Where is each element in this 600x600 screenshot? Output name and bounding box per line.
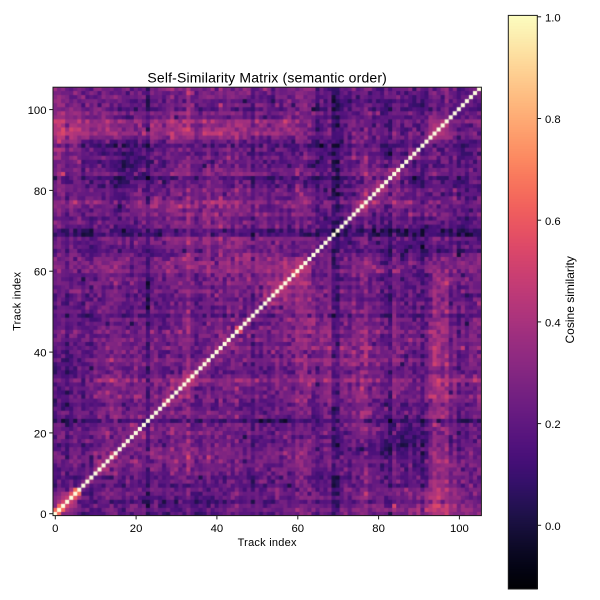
svg-text:Track index: Track index: [238, 537, 297, 549]
svg-text:0: 0: [40, 509, 46, 521]
svg-text:40: 40: [34, 348, 47, 360]
svg-text:40: 40: [211, 523, 224, 535]
svg-text:0.2: 0.2: [545, 419, 561, 431]
svg-text:80: 80: [34, 186, 47, 198]
svg-text:0: 0: [52, 523, 58, 535]
svg-text:Self-Similarity Matrix (semant: Self-Similarity Matrix (semantic order): [147, 69, 387, 85]
svg-text:Track index: Track index: [12, 271, 24, 330]
svg-text:80: 80: [372, 523, 385, 535]
svg-text:20: 20: [130, 523, 143, 535]
svg-text:60: 60: [292, 523, 305, 535]
svg-text:0.4: 0.4: [545, 318, 561, 330]
svg-text:0.0: 0.0: [545, 521, 561, 533]
svg-text:60: 60: [34, 267, 47, 279]
svg-text:0.6: 0.6: [545, 216, 561, 228]
svg-text:Cosine similarity: Cosine similarity: [563, 256, 577, 343]
svg-text:1.0: 1.0: [545, 12, 561, 24]
svg-text:20: 20: [34, 428, 47, 440]
svg-text:100: 100: [28, 105, 47, 117]
svg-text:0.8: 0.8: [545, 114, 561, 126]
svg-text:100: 100: [450, 523, 469, 535]
